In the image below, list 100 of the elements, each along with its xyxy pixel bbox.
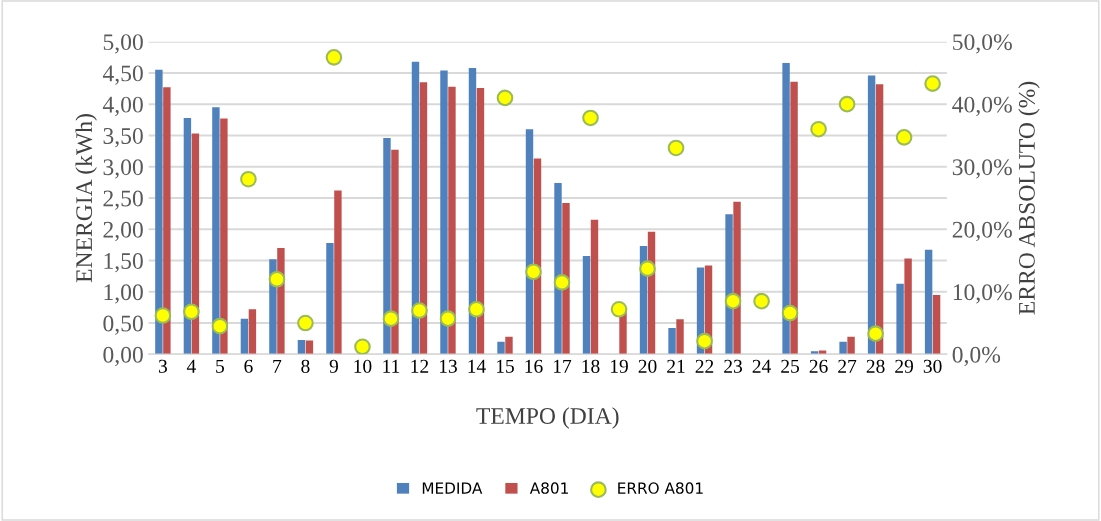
bar bbox=[440, 70, 448, 355]
point bbox=[411, 302, 428, 319]
point bbox=[468, 300, 485, 318]
x-tick-label: 27 bbox=[838, 359, 857, 373]
point bbox=[724, 292, 742, 310]
x-tick-label: 26 bbox=[809, 359, 828, 373]
legend-label: ERRO A801 bbox=[618, 482, 703, 494]
y2-tick-label: 10,0% bbox=[953, 284, 1012, 304]
bar bbox=[497, 341, 505, 355]
bar bbox=[326, 242, 334, 355]
x-tick-label: 3 bbox=[158, 359, 167, 373]
x-tick-label: 7 bbox=[273, 359, 282, 373]
y-tick-label: 0,50 bbox=[103, 315, 143, 335]
bar bbox=[297, 339, 306, 355]
y-axis-title: ENERGIA (kWh) bbox=[75, 114, 97, 283]
bar bbox=[725, 214, 733, 355]
y2-axis-title: ERRO ABSOLUTO (%) bbox=[1018, 81, 1040, 315]
bar bbox=[562, 202, 570, 355]
bar bbox=[896, 283, 904, 355]
x-tick-label: 25 bbox=[781, 359, 800, 373]
legend-label: A801 bbox=[529, 482, 568, 494]
point bbox=[297, 314, 314, 332]
x-tick-label: 28 bbox=[866, 359, 885, 373]
bar bbox=[790, 81, 798, 355]
point bbox=[582, 109, 599, 127]
point bbox=[211, 317, 229, 335]
bar bbox=[676, 319, 684, 355]
bar bbox=[554, 182, 562, 355]
bar bbox=[590, 219, 599, 355]
point bbox=[838, 95, 856, 113]
bar bbox=[810, 351, 819, 355]
bar bbox=[448, 86, 456, 355]
x-tick-label: 9 bbox=[329, 359, 338, 373]
x-tick-label: 11 bbox=[383, 359, 400, 373]
point bbox=[610, 300, 628, 318]
point bbox=[382, 310, 400, 327]
bar bbox=[733, 201, 741, 355]
point bbox=[525, 263, 542, 281]
y-tick-label: 5,00 bbox=[103, 34, 143, 54]
bar bbox=[391, 149, 399, 355]
legend-label: MEDIDA bbox=[422, 482, 483, 494]
point bbox=[496, 89, 514, 107]
x-tick-label: 20 bbox=[638, 359, 657, 373]
point bbox=[268, 270, 286, 288]
bar bbox=[875, 84, 884, 355]
bar bbox=[334, 190, 342, 355]
point bbox=[895, 129, 913, 146]
bar bbox=[212, 107, 220, 355]
point bbox=[924, 75, 941, 92]
x-tick-label: 24 bbox=[752, 359, 771, 373]
bar bbox=[839, 341, 847, 355]
x-tick-label: 22 bbox=[695, 359, 714, 373]
bar bbox=[904, 258, 912, 355]
x-tick-label: 17 bbox=[553, 359, 572, 373]
point bbox=[325, 48, 343, 66]
y-tick-label: 4,00 bbox=[102, 96, 143, 117]
point bbox=[696, 332, 713, 350]
x-tick-label: 30 bbox=[923, 359, 942, 373]
point bbox=[439, 310, 457, 327]
y2-tick-label: 40,0% bbox=[952, 96, 1012, 117]
x-tick-label: 12 bbox=[411, 359, 429, 373]
x-tick-label: 14 bbox=[468, 359, 486, 373]
point bbox=[867, 325, 884, 342]
bar bbox=[248, 309, 257, 355]
point bbox=[810, 120, 827, 138]
y-tick-label: 4,50 bbox=[102, 65, 143, 85]
point bbox=[154, 307, 172, 324]
x-tick-label: 18 bbox=[582, 359, 600, 373]
bar bbox=[240, 318, 249, 355]
point bbox=[753, 292, 770, 310]
x-tick-label: 21 bbox=[667, 359, 685, 373]
point bbox=[354, 338, 371, 355]
y2-tick-label: 0,0% bbox=[952, 346, 1001, 367]
bar bbox=[932, 294, 941, 355]
bar bbox=[468, 67, 477, 355]
bar bbox=[582, 256, 591, 355]
bar bbox=[847, 336, 855, 355]
y-tick-label: 3,00 bbox=[103, 159, 143, 179]
x-tick-label: 29 bbox=[895, 359, 914, 373]
point bbox=[183, 303, 200, 321]
x-tick-label: 5 bbox=[216, 359, 225, 373]
y-tick-label: 1,00 bbox=[104, 284, 143, 304]
point bbox=[240, 170, 257, 188]
x-tick-label: 19 bbox=[611, 359, 628, 373]
bar bbox=[782, 62, 790, 355]
bar bbox=[155, 69, 163, 355]
bar bbox=[476, 87, 485, 355]
bar bbox=[411, 61, 420, 355]
y2-tick-label: 20,0% bbox=[952, 221, 1012, 242]
y-tick-label: 2,00 bbox=[103, 221, 143, 242]
x-tick-label: 23 bbox=[724, 359, 743, 373]
bar bbox=[867, 75, 876, 355]
point bbox=[639, 260, 656, 277]
y-tick-label: 0,00 bbox=[103, 346, 143, 367]
x-tick-label: 8 bbox=[301, 359, 310, 373]
y2-tick-label: 30,0% bbox=[952, 159, 1012, 179]
x-tick-label: 15 bbox=[496, 359, 514, 373]
y2-tick-label: 50,0% bbox=[953, 34, 1012, 54]
point bbox=[553, 274, 571, 291]
bar bbox=[505, 336, 513, 355]
